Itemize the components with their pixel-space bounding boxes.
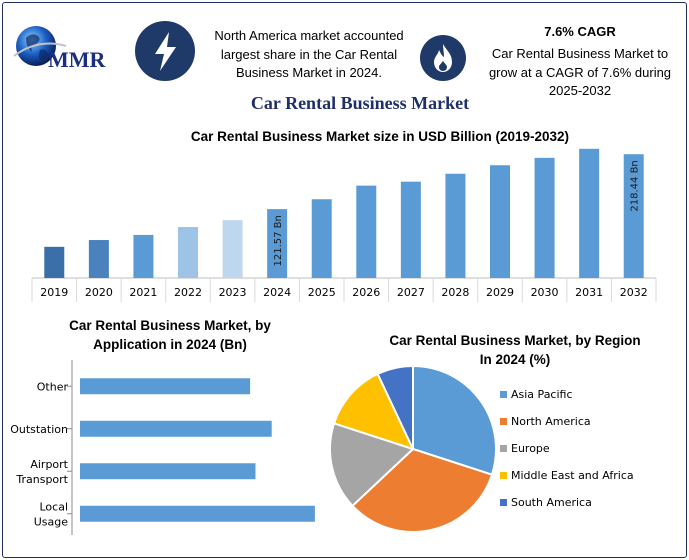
bar-2019 [44,246,65,278]
tick-label-2031: 2031 [575,286,603,299]
hbar-label: Airport [30,458,68,471]
tick-label-2024: 2024 [263,286,291,299]
bar-2025 [311,199,332,278]
lightning-icon [135,21,195,81]
bar-2023 [222,220,243,278]
legend-label: Europe [511,442,550,455]
cagr-title: 7.6% CAGR [544,24,616,39]
legend-swatch [500,445,507,452]
hbar-label: Other [37,380,69,393]
legend-label: Middle East and Africa [511,469,634,482]
tick-label-2025: 2025 [308,286,336,299]
bar-2026 [356,185,377,278]
legend-swatch [500,472,507,479]
data-label-2032: 218.44 Bn [630,160,641,211]
bar-2029 [490,165,510,278]
hbar-local-usage [80,505,315,522]
region-pie-chart [329,364,497,533]
info1-line2: largest share in the Car Rental [220,46,398,62]
tick-label-2023: 2023 [219,286,247,299]
application-bar-chart: Other Outstation Airport Transport Local Usag… [10,360,315,535]
bar-2032 [623,154,644,278]
tick-label-2022: 2022 [174,286,202,299]
bar-chart-title: Car Rental Business Market size in USD B… [190,129,570,144]
tick-label-2026: 2026 [352,286,380,299]
hbar-other [80,378,251,395]
tick-label-2019: 2019 [40,286,68,299]
hbar-label: Outstation [10,423,68,436]
info2-line1: Car Rental Business Market to [491,46,669,61]
legend-swatch [500,499,507,506]
bar-2024 [267,209,288,278]
bar-2020 [88,240,109,278]
pie-slice-north-america [351,447,494,533]
bar-2031 [579,148,600,278]
tick-label-2030: 2030 [531,286,559,299]
tick-label-2020: 2020 [85,286,113,299]
bar-2030 [534,157,555,278]
legend-label: South America [511,496,592,509]
tick-label-2029: 2029 [486,286,514,299]
application-title-line1: Car Rental Business Market, by [69,318,271,333]
region-legend: Asia Pacific North America Europe Middle Ea… [500,388,634,509]
tick-label-2027: 2027 [397,286,425,299]
mmr-logo: MMR [13,26,107,72]
legend-swatch [500,391,507,398]
region-title-line2: In 2024 (%) [479,352,551,367]
legend-swatch [500,418,507,425]
market-size-bar-chart: 2019 2020 2021 2022 2023 2024 121.57 Bn 2025 202… [31,148,657,302]
region-title-line1: Car Rental Business Market, by Region [389,333,641,348]
info-north-america: North America market accounted largest s… [202,27,416,83]
hbar-label: Local [39,500,68,513]
hbar-outstation [80,420,272,437]
pie-slice-south-america [376,364,414,450]
hbar-label: Usage [34,515,69,528]
bar-2028 [445,173,466,278]
hbar-airport-transport [80,463,256,480]
tick-label-2021: 2021 [129,286,157,299]
data-label-2024: 121.57 Bn [273,215,284,266]
info-cagr: Car Rental Business Market to grow at a … [480,45,680,101]
pie-slice-middle-east-and-africa [332,372,415,451]
bar-2027 [400,181,421,278]
info1-line3: Business Market in 2024. [236,65,382,80]
info2-line3: 2025-2032 [548,83,612,98]
region-chart-title: Car Rental Business Market, by Region In… [370,331,660,369]
application-chart-title: Car Rental Business Market, by Applicati… [40,316,300,354]
info1-line1: North America market accounted [214,28,404,43]
pie-slice-europe [329,422,415,508]
flame-icon [420,35,466,81]
tick-label-2028: 2028 [441,286,469,299]
legend-label: North America [511,415,591,428]
bar-2022 [178,227,198,278]
application-title-line2: Application in 2024 (Bn) [93,337,247,352]
hbar-label: Transport [15,473,68,486]
main-title: Car Rental Business Market [250,93,470,113]
bar-2021 [133,234,154,278]
tick-label-2032: 2032 [620,286,648,299]
info2-line2: grow at a CAGR of 7.6% during [488,64,672,80]
pie-slice-asia-pacific [412,364,497,476]
logo-text: MMR [48,47,107,72]
legend-label: Asia Pacific [511,388,573,401]
